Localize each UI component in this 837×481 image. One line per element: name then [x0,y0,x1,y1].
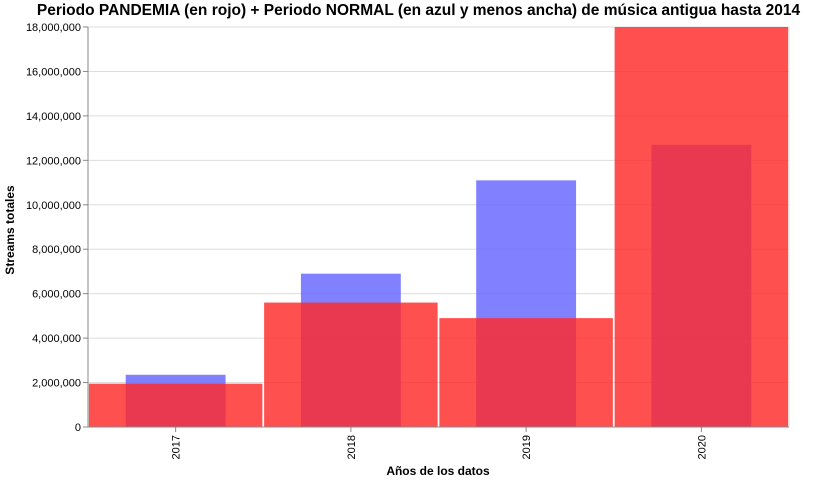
x-tick-label: 2018 [346,435,358,459]
y-tick-label: 2,000,000 [32,378,81,390]
x-tick-label: 2020 [696,435,708,459]
y-tick-label: 16,000,000 [26,66,81,78]
bars [88,27,789,427]
axes: 0 2,000,000 4,000,000 6,000,000 8,000,000 10,… [26,22,789,459]
bar-pandemia-2019 [439,318,613,427]
bar-pandemia-2020 [614,27,789,427]
x-axis-title: Años de los datos [386,464,490,478]
y-tick-label: 12,000,000 [26,155,81,167]
x-tick-label: 2017 [171,435,183,459]
y-tick-label: 14,000,000 [26,111,81,123]
y-tick-label: 0 [75,422,81,434]
x-tick-label: 2019 [521,435,533,459]
y-tick-label: 4,000,000 [32,333,81,345]
y-tick-label: 6,000,000 [32,289,81,301]
y-tick-label: 8,000,000 [32,244,81,256]
bar-pandemia-2017 [88,383,263,427]
y-axis-title: Streams totales [3,185,17,275]
bar-pandemia-2018 [264,302,438,427]
chart-title: Periodo PANDEMIA (en rojo) + Periodo NOR… [36,2,801,19]
y-tick-label: 18,000,000 [26,22,81,34]
y-tick-label: 10,000,000 [26,200,81,212]
